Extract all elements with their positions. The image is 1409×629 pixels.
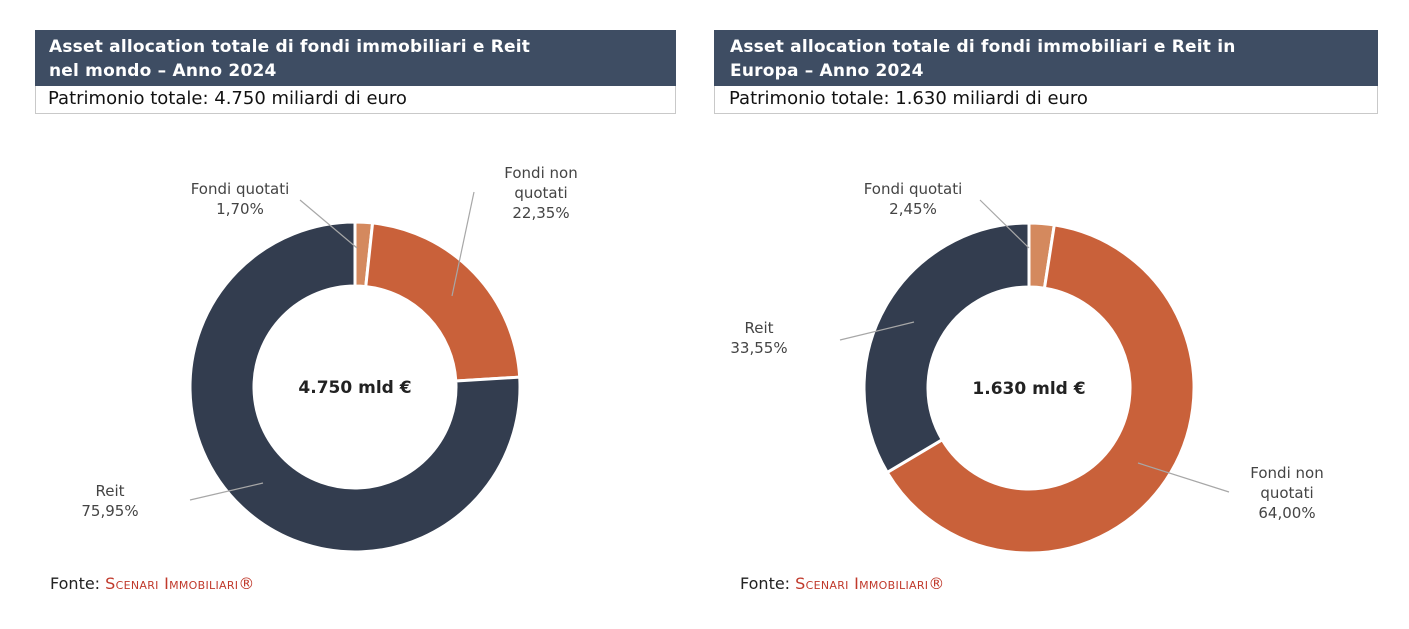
slice-category-label: Fondi non bbox=[1250, 464, 1323, 482]
source-name: Scenari Immobiliari® bbox=[795, 574, 945, 593]
donut-slice bbox=[885, 223, 1196, 555]
source-world: Fonte: Scenari Immobiliari® bbox=[50, 574, 255, 593]
panel-europe: Asset allocation totale di fondi immobil… bbox=[712, 0, 1392, 629]
source-label: Fonte: bbox=[50, 574, 101, 593]
leader-line bbox=[839, 321, 915, 341]
subtitle-europe: Patrimonio totale: 1.630 miliardi di eur… bbox=[714, 86, 1378, 114]
donut-slice bbox=[188, 220, 522, 554]
leader-line bbox=[979, 199, 1030, 249]
source-name: Scenari Immobiliari® bbox=[105, 574, 255, 593]
slice-value-label: 22,35% bbox=[512, 204, 569, 222]
donut-slice bbox=[862, 221, 1031, 475]
slice-value-label: 75,95% bbox=[81, 502, 138, 520]
source-europe: Fonte: Scenari Immobiliari® bbox=[740, 574, 945, 593]
donut-chart-world: Fondi quotati 1,70% Fondi non quotati 22,35%… bbox=[81, 164, 578, 554]
slice-value-label: 33,55% bbox=[730, 339, 787, 357]
slice-category-label: Reit bbox=[744, 319, 773, 337]
title-line-2: nel mondo – Anno 2024 bbox=[49, 61, 277, 81]
title-line-1: Asset allocation totale di fondi immobil… bbox=[49, 37, 531, 57]
donut-center-label: 1.630 mld € bbox=[972, 379, 1085, 399]
slice-category-label: Fondi quotati bbox=[864, 180, 963, 198]
slice-category-label: quotati bbox=[1260, 484, 1313, 502]
source-label: Fonte: bbox=[740, 574, 791, 593]
slice-category-label: quotati bbox=[514, 184, 567, 202]
donut-slice bbox=[364, 221, 522, 383]
leader-line bbox=[1137, 462, 1230, 493]
slice-value-label: 64,00% bbox=[1258, 504, 1315, 522]
donut-chart-europe: Fondi quotati 2,45% Fondi non quotati 64,00%… bbox=[730, 180, 1324, 555]
chart-title-world: Asset allocation totale di fondi immobil… bbox=[35, 30, 676, 86]
slice-category-label: Reit bbox=[95, 482, 124, 500]
slice-category-label: Fondi non bbox=[504, 164, 577, 182]
title-line-2: Europa – Anno 2024 bbox=[730, 61, 924, 81]
slice-category-label: Fondi quotati bbox=[191, 180, 290, 198]
leader-line bbox=[189, 482, 264, 501]
slice-value-label: 1,70% bbox=[216, 200, 264, 218]
panel-world: Asset allocation totale di fondi immobil… bbox=[0, 0, 680, 629]
donut-center-label: 4.750 mld € bbox=[298, 378, 411, 398]
slice-value-label: 2,45% bbox=[889, 200, 937, 218]
subtitle-world: Patrimonio totale: 4.750 miliardi di eur… bbox=[35, 86, 676, 114]
leader-line bbox=[451, 191, 475, 297]
title-line-1: Asset allocation totale di fondi immobil… bbox=[730, 37, 1236, 57]
chart-title-europe: Asset allocation totale di fondi immobil… bbox=[714, 30, 1378, 86]
leader-line bbox=[299, 199, 358, 249]
